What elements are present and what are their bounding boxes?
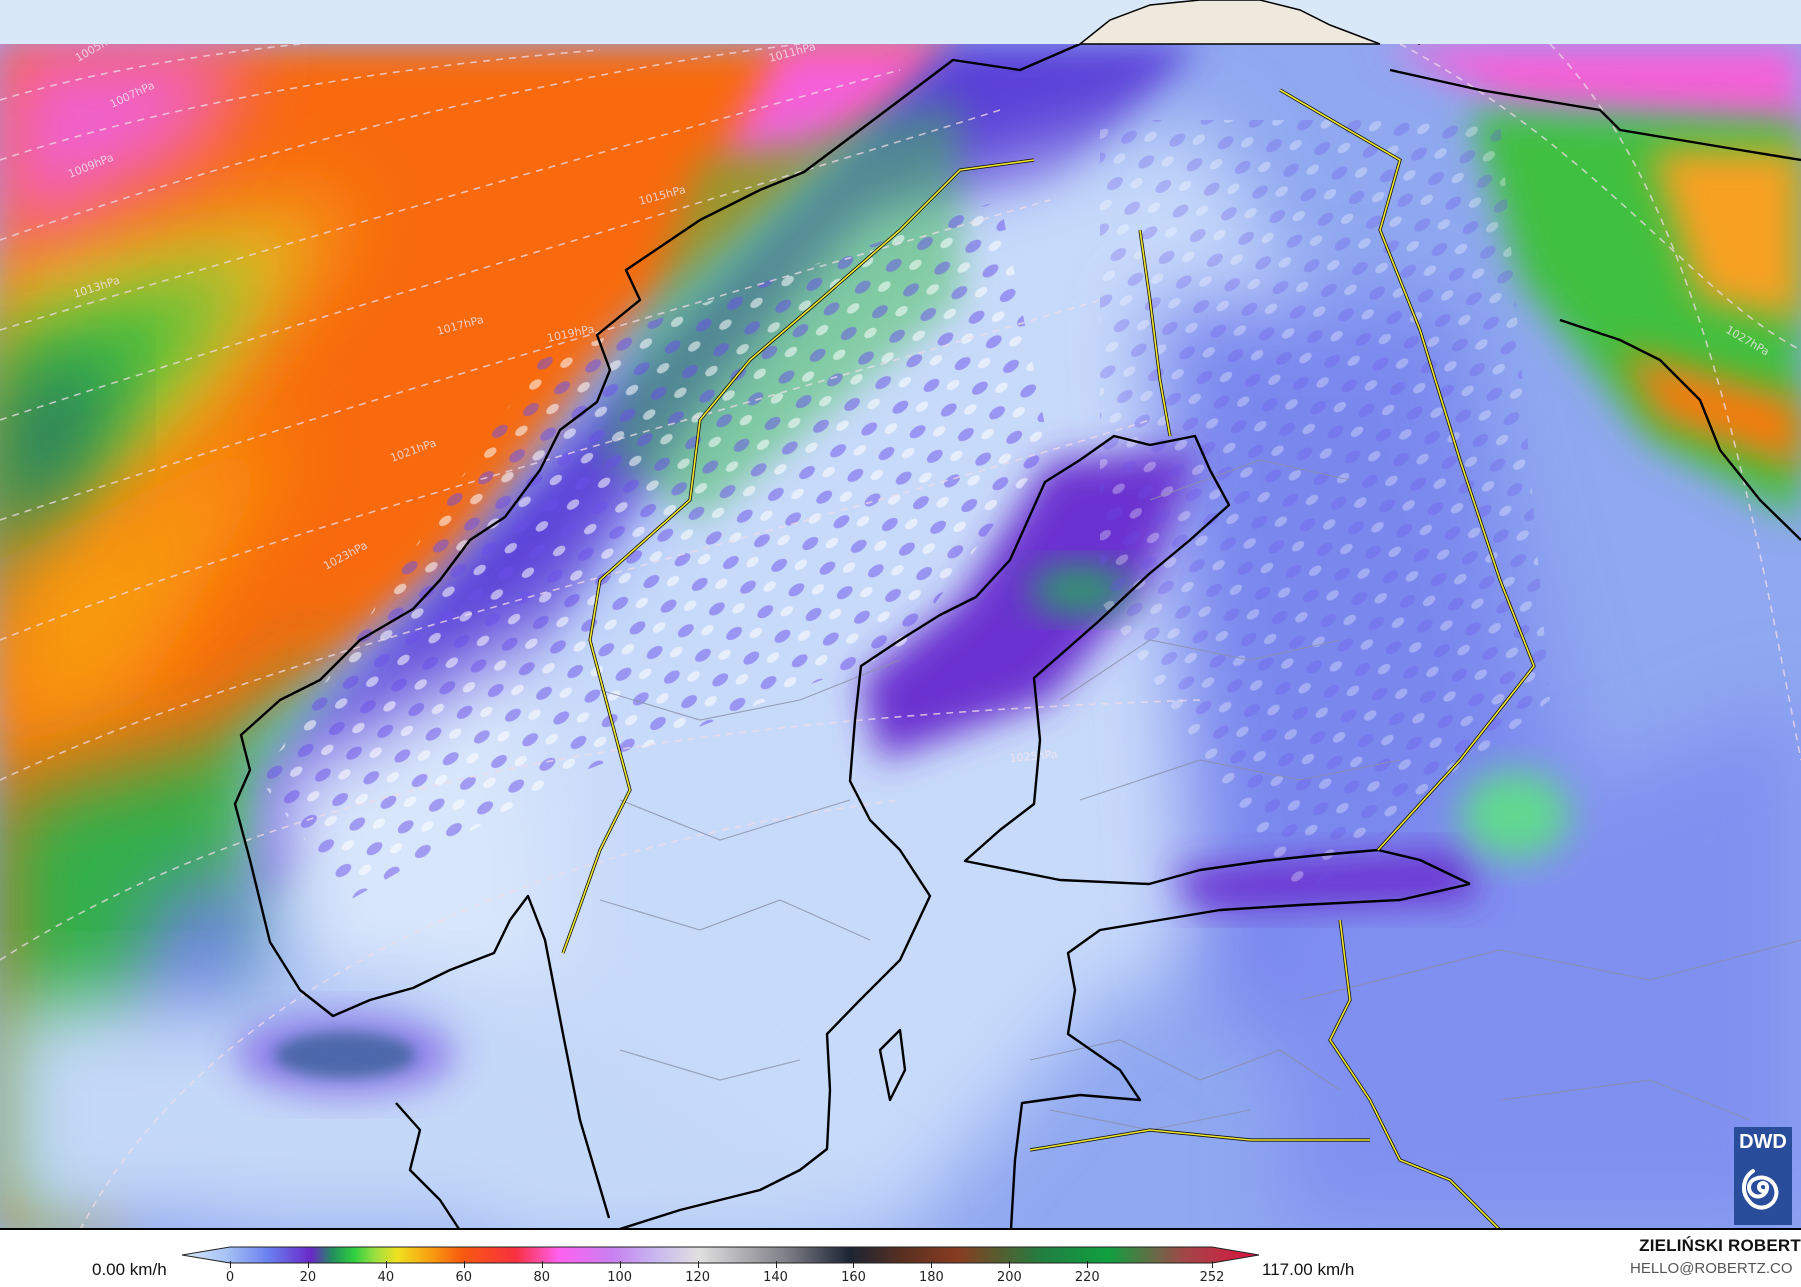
legend-footer: 0.00 km/h 0 20 40 60 80 100 120 140 160 180 200 220… <box>0 1230 1801 1287</box>
colorbar-tick <box>541 1261 543 1268</box>
colorbar-tick-label: 200 <box>996 1270 1022 1285</box>
dwd-logo-text: DWD <box>1739 1131 1787 1153</box>
colorbar-tick <box>307 1261 309 1268</box>
land-outside-map <box>1077 0 1381 45</box>
colorbar-tick-label: 120 <box>685 1270 711 1285</box>
colorbar-tick <box>931 1261 933 1268</box>
colorbar-tick <box>619 1261 621 1268</box>
colorbar-tick-label: 252 <box>1199 1270 1225 1285</box>
colorbar-tick <box>697 1261 699 1268</box>
colorbar <box>181 1246 1260 1264</box>
credit-email: HELLO@ROBERTZ.CO <box>1630 1260 1793 1277</box>
wind-gust-map: 1005hPa 1007hPa 1009hPa 1011hPa 1013hPa … <box>0 0 1801 1230</box>
colorbar-tick-label: 80 <box>533 1270 551 1285</box>
colorbar-tick <box>853 1261 855 1268</box>
colorbar-tick-label: 220 <box>1074 1270 1100 1285</box>
coastline <box>233 44 1801 1230</box>
spiral-icon <box>1741 1169 1779 1210</box>
map-top-strip <box>0 0 1801 44</box>
legend-min-label: 0.00 km/h <box>92 1260 167 1279</box>
colorbar-tick-label: 100 <box>607 1270 633 1285</box>
colorbar-tick <box>1009 1261 1011 1268</box>
colorbar-tick <box>1212 1261 1213 1268</box>
colorbar-tick-label: 20 <box>299 1270 317 1285</box>
regional-borders <box>599 459 1801 1131</box>
colorbar-tick-label: 0 <box>225 1270 235 1285</box>
wind-field <box>0 44 1801 1230</box>
colorbar-tick-label: 160 <box>841 1270 866 1285</box>
colorbar-tick-label: 180 <box>919 1270 944 1285</box>
colorbar-tick <box>775 1261 777 1268</box>
legend-max-label: 117.00 km/h <box>1262 1260 1355 1279</box>
isobar-label: 1025hPa <box>1009 748 1058 765</box>
colorbar-tick-label: 140 <box>763 1270 788 1285</box>
colorbar-tick-label: 40 <box>377 1270 395 1285</box>
colorbar-tick <box>230 1261 231 1268</box>
credit-name: ZIELIŃSKI ROBERT <box>1639 1236 1801 1255</box>
colorbar-tick <box>385 1261 387 1268</box>
colorbar-tick <box>463 1261 465 1268</box>
colorbar-tick <box>1087 1261 1089 1268</box>
isobars <box>0 44 1801 1230</box>
dwd-logo: DWD <box>1734 1127 1792 1225</box>
colorbar-tick-label: 60 <box>455 1270 473 1285</box>
